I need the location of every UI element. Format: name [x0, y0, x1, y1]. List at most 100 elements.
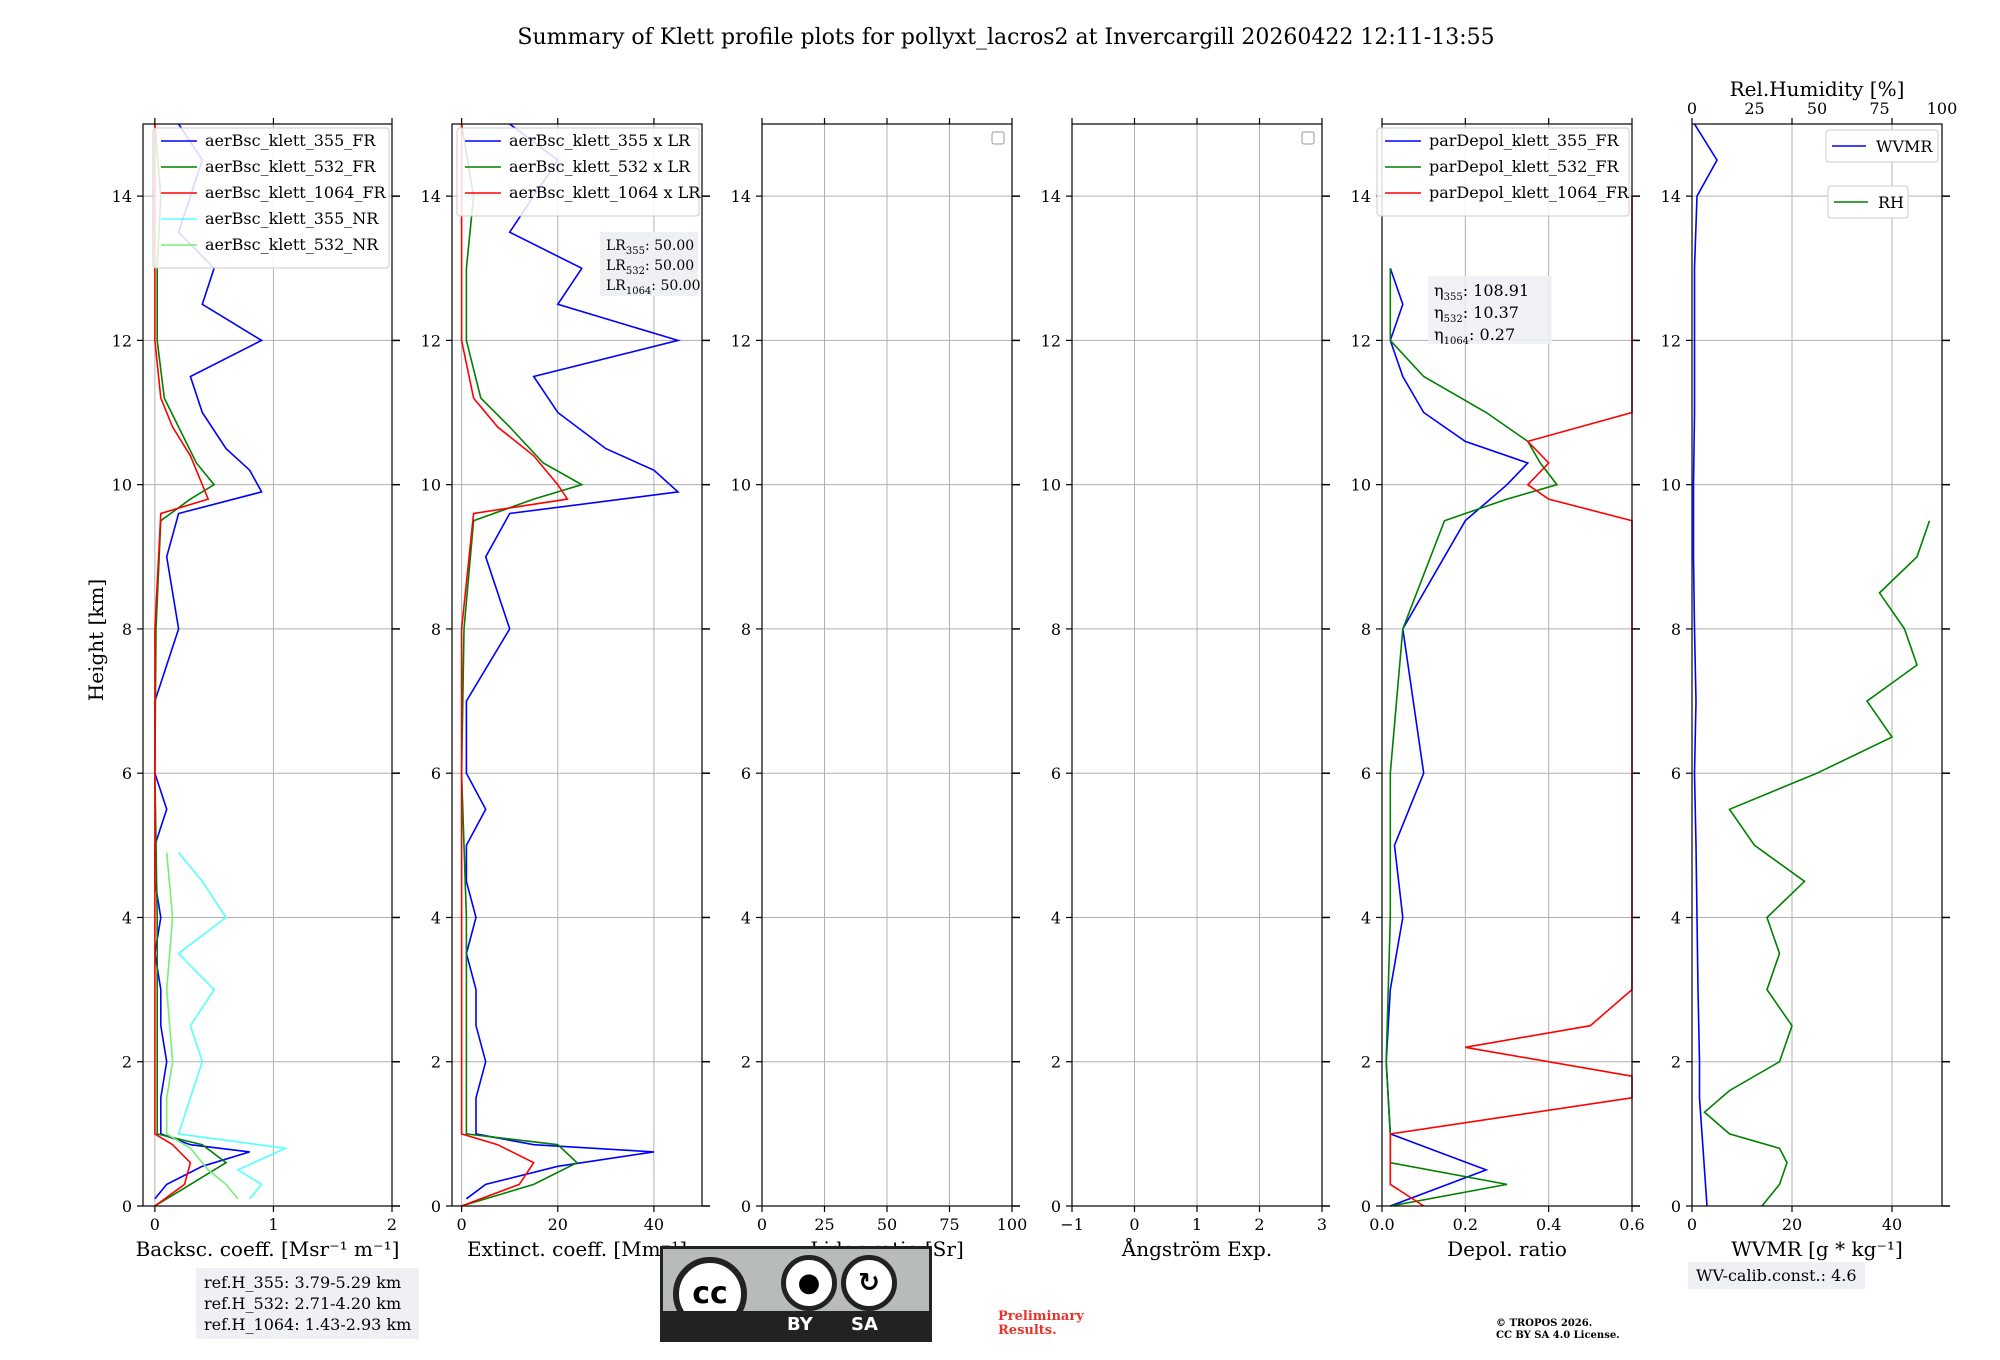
x-tick-label: 3 — [1317, 1215, 1327, 1234]
x-tick-label: 1 — [1192, 1215, 1202, 1234]
y-tick-label: 8 — [1361, 620, 1371, 639]
y-tick-label: 14 — [1351, 187, 1371, 206]
x-tick-label: 0 — [757, 1215, 767, 1234]
cc-license-badge: cc ● ↻ BY SA — [660, 1246, 932, 1342]
y-tick-label: 0 — [1051, 1197, 1061, 1216]
top-x-tick-label: 0 — [1687, 99, 1697, 118]
y-axis-label: Height [km] — [84, 579, 108, 701]
copyright-line-1: © TROPOS 2026. — [1496, 1318, 1593, 1329]
y-tick-label: 2 — [1671, 1053, 1681, 1072]
y-tick-label: 4 — [1671, 908, 1681, 927]
legend-label: aerBsc_klett_532 x LR — [509, 157, 691, 176]
plot-frame — [142, 123, 393, 1207]
y-tick-label: 6 — [741, 764, 751, 783]
series-line-RH — [1703, 520, 1931, 1207]
lidar-ratio-value: LR355: 50.00 — [606, 238, 694, 257]
top-x-tick-label: 50 — [1807, 99, 1827, 118]
x-tick-label: 0.2 — [1453, 1215, 1478, 1234]
series-line-parDepol_klett_355_FR — [1385, 268, 1530, 1207]
panel-lidar_ratio: 024681012140255075100Lidar ratio [Sr] — [731, 118, 1028, 1261]
legend-label: aerBsc_klett_1064_FR — [205, 183, 387, 202]
figure-title: Summary of Klett profile plots for polly… — [517, 25, 1494, 50]
x-tick-label: 20 — [1782, 1215, 1802, 1234]
y-tick-label: 0 — [122, 1197, 132, 1216]
x-tick-label: 20 — [548, 1215, 568, 1234]
person-icon: ● — [781, 1255, 837, 1311]
y-tick-label: 2 — [1361, 1053, 1371, 1072]
legend-label: aerBsc_klett_1064 x LR — [509, 183, 701, 202]
license-by: BY — [787, 1314, 813, 1335]
y-tick-label: 8 — [741, 620, 751, 639]
y-tick-label: 12 — [1041, 331, 1061, 350]
ref-height-532: ref.H_532: 2.71-4.20 km — [204, 1294, 402, 1313]
x-axis-label: WVMR [g * kg⁻¹] — [1731, 1237, 1903, 1261]
depol-calib-value: η355: 108.91 — [1434, 281, 1529, 303]
y-tick-label: 4 — [122, 908, 132, 927]
y-tick-label: 4 — [1361, 908, 1371, 927]
top-x-tick-label: 100 — [1927, 99, 1958, 118]
y-tick-label: 8 — [122, 620, 132, 639]
x-tick-label: 0.6 — [1619, 1215, 1644, 1234]
y-tick-label: 6 — [431, 764, 441, 783]
y-tick-label: 10 — [421, 476, 441, 495]
ref-height-355: ref.H_355: 3.79-5.29 km — [204, 1273, 402, 1292]
plot-frame — [451, 123, 703, 1207]
legend-box — [152, 127, 390, 269]
lidar-ratio-value: LR1064: 50.00 — [606, 278, 701, 297]
series-line-aerBsc_klett_1064_FR — [154, 124, 210, 1207]
series-line-aerBsc_klett_355 x LR — [465, 123, 682, 1200]
y-tick-label: 10 — [1041, 476, 1061, 495]
license-strip — [663, 1311, 929, 1339]
series-line-parDepol_klett_1064_FR — [1389, 196, 1633, 1207]
legend-label: parDepol_klett_532_FR — [1429, 157, 1620, 176]
y-tick-label: 12 — [421, 331, 441, 350]
legend-label: aerBsc_klett_355_NR — [205, 209, 379, 228]
y-tick-label: 2 — [1051, 1053, 1061, 1072]
preliminary-note: Preliminary Results. — [998, 1310, 1084, 1338]
y-tick-label: 12 — [112, 331, 132, 350]
legend-label: RH — [1878, 193, 1904, 212]
series-line-aerBsc_klett_532 x LR — [460, 123, 584, 1207]
y-tick-label: 0 — [741, 1197, 751, 1216]
top-x-axis-label: Rel.Humidity [%] — [1730, 77, 1905, 101]
y-tick-label: 10 — [731, 476, 751, 495]
x-tick-label: 2 — [387, 1215, 397, 1234]
y-tick-label: 12 — [1351, 331, 1371, 350]
ref-height-1064: ref.H_1064: 1.43-2.93 km — [204, 1315, 412, 1334]
series-line-aerBsc_klett_1064 x LR — [460, 124, 569, 1207]
x-tick-label: 100 — [997, 1215, 1028, 1234]
x-tick-label: 0 — [1129, 1215, 1139, 1234]
lidar-ratio-value: LR532: 50.00 — [606, 258, 694, 277]
x-tick-label: 0 — [1687, 1215, 1697, 1234]
series-line-aerBsc_klett_532_FR — [154, 123, 228, 1207]
legend-box — [1825, 129, 1939, 163]
y-tick-label: 10 — [1661, 476, 1681, 495]
y-tick-label: 0 — [431, 1197, 441, 1216]
x-tick-label: 0.4 — [1536, 1215, 1561, 1234]
plot-frame — [1381, 123, 1633, 1207]
x-tick-label: 40 — [644, 1215, 664, 1234]
copyright-note: © TROPOS 2026. CC BY SA 4.0 License. — [1496, 1318, 1620, 1342]
x-tick-label: 25 — [814, 1215, 834, 1234]
y-tick-label: 6 — [1671, 764, 1681, 783]
panel-depol: 0 2 4 6 8 10 12 14 0.0 0.2 0.4 0.6 Depol. ratio parDe… — [1351, 118, 1645, 1261]
x-tick-label: 40 — [1882, 1215, 1902, 1234]
y-tick-label: 14 — [731, 187, 751, 206]
x-tick-label: 2 — [1254, 1215, 1264, 1234]
legend-label: parDepol_klett_355_FR — [1429, 131, 1620, 150]
x-tick-label: 50 — [877, 1215, 897, 1234]
copyright-line-2: CC BY SA 4.0 License. — [1496, 1330, 1620, 1341]
legend-label: WVMR — [1876, 137, 1933, 156]
y-tick-label: 4 — [741, 908, 751, 927]
y-tick-label: 0 — [1361, 1197, 1371, 1216]
legend-box — [456, 127, 700, 217]
y-tick-label: 10 — [112, 476, 132, 495]
x-tick-label: 75 — [939, 1215, 959, 1234]
legend-label: aerBsc_klett_355_FR — [205, 131, 376, 150]
x-tick-label: 1 — [268, 1215, 278, 1234]
reference-height-box: ref.H_355: 3.79-5.29 km ref.H_532: 2.71-… — [196, 1268, 420, 1339]
depol-calib-value: η1064: 0.27 — [1434, 325, 1515, 347]
series-line-WVMR — [1692, 123, 1718, 1207]
